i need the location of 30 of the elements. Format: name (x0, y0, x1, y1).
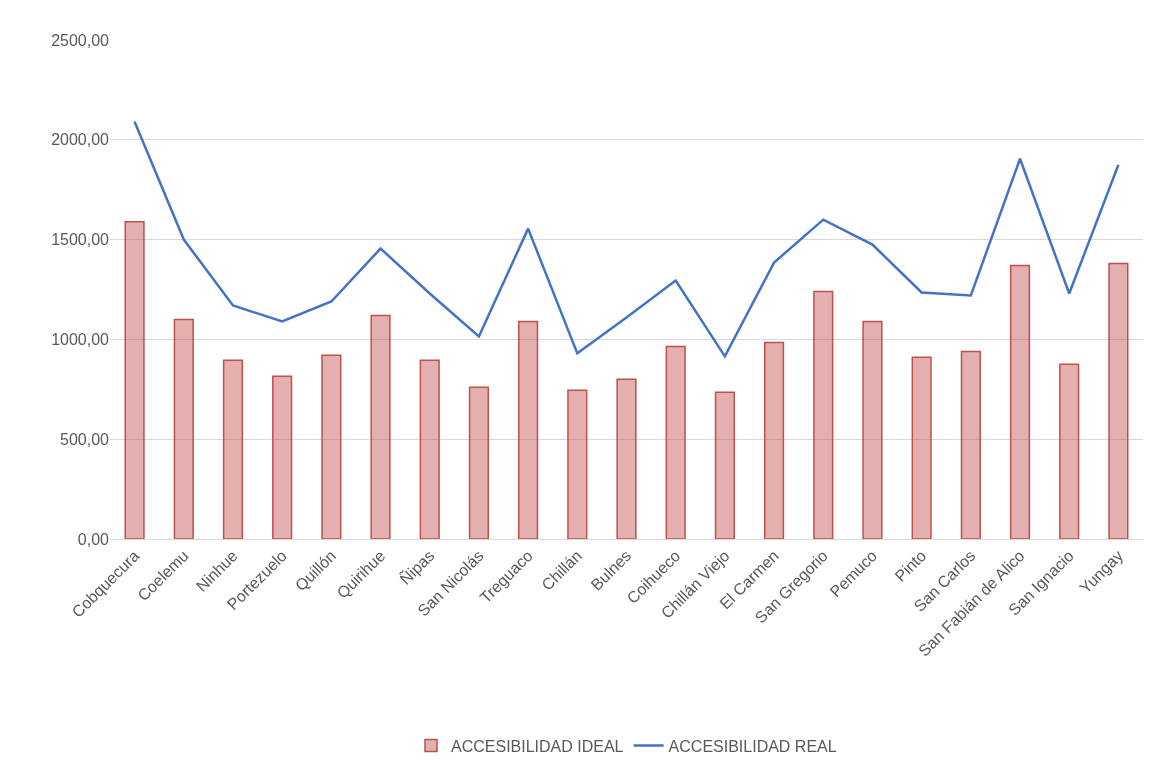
bar (763, 341, 785, 539)
y-tick-label: 500,00 (60, 430, 110, 448)
y-tick-label: 1000,00 (51, 331, 110, 348)
bar (813, 290, 834, 539)
bar (468, 386, 490, 539)
line-series (133, 120, 1120, 358)
bar (1009, 264, 1031, 539)
bar (370, 314, 391, 539)
bar (616, 378, 637, 539)
bar (518, 320, 539, 539)
bar (714, 391, 735, 539)
bar (272, 375, 293, 539)
legend-label: ACCESIBILIDAD REAL (668, 737, 837, 755)
bar (419, 359, 440, 539)
bar (862, 320, 883, 539)
bar (1059, 363, 1080, 539)
bar (222, 359, 244, 539)
bar (567, 389, 588, 539)
y-tick-label: 2000,00 (51, 131, 110, 149)
bar (960, 350, 981, 539)
legend-label: ACCESIBILIDAD IDEAL (451, 737, 624, 755)
y-tick-label: 2500,00 (51, 31, 110, 49)
bar (911, 356, 932, 539)
y-tick-label: 1500,00 (51, 231, 110, 249)
bar (173, 318, 194, 539)
bar (321, 354, 342, 539)
y-tick-label: 0,00 (77, 530, 110, 548)
bar (665, 345, 686, 539)
bar (124, 220, 145, 539)
bar (1108, 262, 1129, 539)
